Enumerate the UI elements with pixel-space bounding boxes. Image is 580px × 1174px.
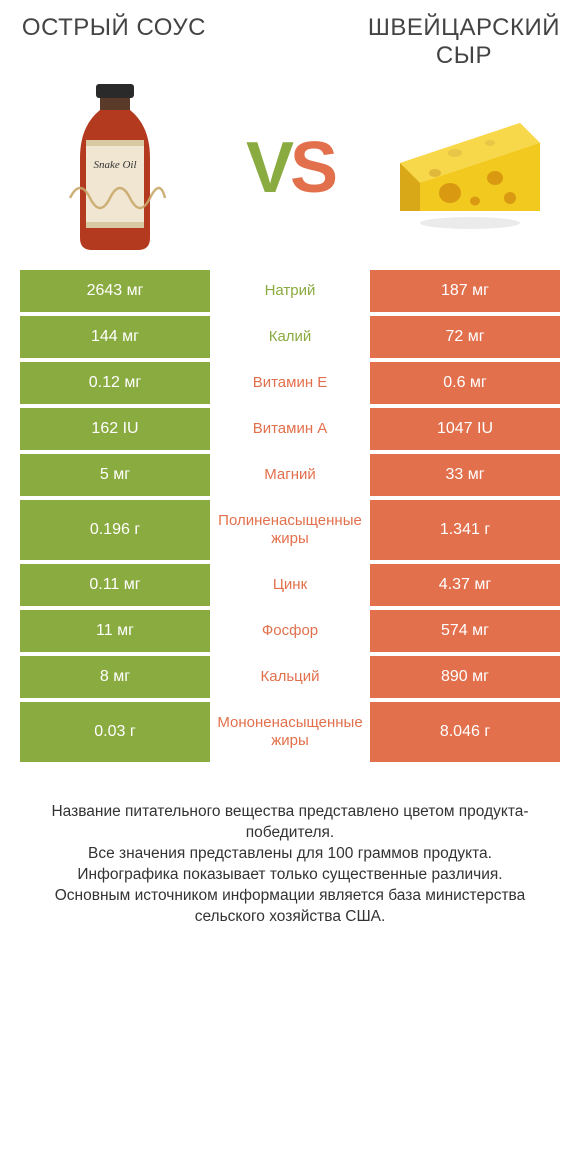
left-value-cell: 11 мг bbox=[20, 610, 210, 652]
footnote-line-4: Основным источником информации является … bbox=[26, 886, 554, 928]
image-row: Snake Oil VS bbox=[20, 78, 560, 258]
vs-s: S bbox=[290, 127, 334, 209]
nutrient-label-cell: Витамин A bbox=[210, 408, 370, 450]
nutrient-label-cell: Фосфор bbox=[210, 610, 370, 652]
left-value-cell: 0.03 г bbox=[20, 702, 210, 762]
table-row: 0.12 мгВитамин E0.6 мг bbox=[20, 362, 560, 404]
table-row: 2643 мгНатрий187 мг bbox=[20, 270, 560, 312]
right-product-title: ШВЕЙЦАРСКИЙ СЫР bbox=[368, 10, 560, 70]
right-value-cell: 574 мг bbox=[370, 610, 560, 652]
nutrient-label-cell: Калий bbox=[210, 316, 370, 358]
table-row: 144 мгКалий72 мг bbox=[20, 316, 560, 358]
hot-sauce-icon: Snake Oil bbox=[50, 78, 180, 258]
footnote: Название питательного вещества представл… bbox=[20, 802, 560, 928]
footnote-line-2: Все значения представлены для 100 граммо… bbox=[26, 844, 554, 865]
left-value-cell: 144 мг bbox=[20, 316, 210, 358]
right-product-image bbox=[370, 93, 560, 243]
left-value-cell: 8 мг bbox=[20, 656, 210, 698]
right-value-cell: 33 мг bbox=[370, 454, 560, 496]
nutrient-label-cell: Мононенасыщенные жиры bbox=[210, 702, 370, 762]
table-row: 11 мгФосфор574 мг bbox=[20, 610, 560, 652]
table-row: 0.11 мгЦинк4.37 мг bbox=[20, 564, 560, 606]
left-value-cell: 5 мг bbox=[20, 454, 210, 496]
nutrient-label-cell: Кальций bbox=[210, 656, 370, 698]
table-row: 0.03 гМононенасыщенные жиры8.046 г bbox=[20, 702, 560, 762]
right-value-cell: 72 мг bbox=[370, 316, 560, 358]
nutrient-label-cell: Цинк bbox=[210, 564, 370, 606]
svg-text:Snake Oil: Snake Oil bbox=[93, 159, 136, 171]
left-value-cell: 0.196 г bbox=[20, 500, 210, 560]
table-row: 162 IUВитамин A1047 IU bbox=[20, 408, 560, 450]
left-product-title: ОСТРЫЙ СОУС bbox=[20, 10, 208, 42]
nutrient-label-cell: Магний bbox=[210, 454, 370, 496]
comparison-infographic: ОСТРЫЙ СОУС ШВЕЙЦАРСКИЙ СЫР Snake Oil VS bbox=[0, 0, 580, 928]
table-row: 8 мгКальций890 мг bbox=[20, 656, 560, 698]
table-row: 5 мгМагний33 мг bbox=[20, 454, 560, 496]
right-value-cell: 4.37 мг bbox=[370, 564, 560, 606]
right-value-cell: 890 мг bbox=[370, 656, 560, 698]
left-value-cell: 2643 мг bbox=[20, 270, 210, 312]
right-value-cell: 1.341 г bbox=[370, 500, 560, 560]
vs-v: V bbox=[246, 127, 290, 209]
table-row: 0.196 гПолиненасыщенные жиры1.341 г bbox=[20, 500, 560, 560]
right-value-cell: 0.6 мг bbox=[370, 362, 560, 404]
vs-label: VS bbox=[210, 127, 370, 209]
right-value-cell: 187 мг bbox=[370, 270, 560, 312]
nutrient-label-cell: Полиненасыщенные жиры bbox=[210, 500, 370, 560]
nutrient-label-cell: Натрий bbox=[210, 270, 370, 312]
cheese-icon bbox=[380, 93, 550, 243]
footnote-line-3: Инфографика показывает только существенн… bbox=[26, 865, 554, 886]
nutrient-label-cell: Витамин E bbox=[210, 362, 370, 404]
header-row: ОСТРЫЙ СОУС ШВЕЙЦАРСКИЙ СЫР bbox=[20, 10, 560, 70]
left-value-cell: 162 IU bbox=[20, 408, 210, 450]
right-value-cell: 1047 IU bbox=[370, 408, 560, 450]
right-value-cell: 8.046 г bbox=[370, 702, 560, 762]
nutrient-table: 2643 мгНатрий187 мг144 мгКалий72 мг0.12 … bbox=[20, 270, 560, 762]
footnote-line-1: Название питательного вещества представл… bbox=[26, 802, 554, 844]
left-product-image: Snake Oil bbox=[20, 78, 210, 258]
left-value-cell: 0.11 мг bbox=[20, 564, 210, 606]
left-value-cell: 0.12 мг bbox=[20, 362, 210, 404]
